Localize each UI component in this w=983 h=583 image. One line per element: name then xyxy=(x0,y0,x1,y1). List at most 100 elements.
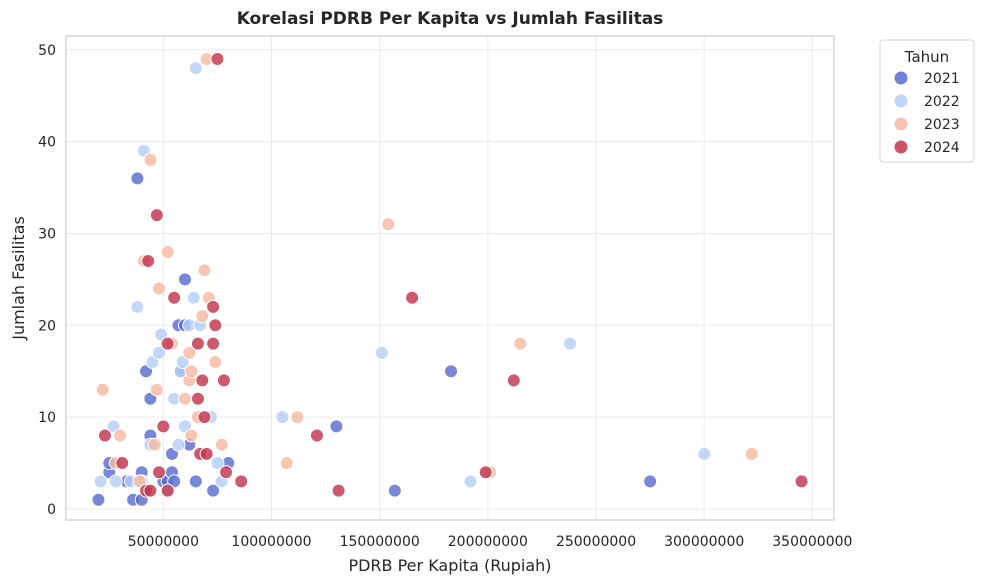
plot-frame xyxy=(65,35,835,521)
data-point xyxy=(309,428,324,443)
data-point xyxy=(167,290,182,305)
data-points xyxy=(91,51,809,507)
data-point xyxy=(197,410,212,425)
data-point xyxy=(171,437,186,452)
data-point xyxy=(279,456,294,471)
data-point xyxy=(214,437,229,452)
data-point xyxy=(331,483,346,498)
data-point xyxy=(206,483,221,498)
data-point xyxy=(744,446,759,461)
legend-label: 2023 xyxy=(924,117,960,133)
data-point xyxy=(195,373,210,388)
data-point xyxy=(113,428,128,443)
data-point xyxy=(149,208,164,223)
series-2024 xyxy=(97,51,809,498)
data-point xyxy=(184,428,199,443)
data-point xyxy=(216,373,231,388)
y-tick-label: 20 xyxy=(38,318,56,334)
data-point xyxy=(160,244,175,259)
data-point xyxy=(147,437,162,452)
x-tick-label: 50000000 xyxy=(128,534,199,550)
data-point xyxy=(506,373,521,388)
x-axis-title: PDRB Per Kapita (Rupiah) xyxy=(348,556,551,575)
series-2023 xyxy=(95,51,759,489)
data-point xyxy=(156,419,171,434)
data-point xyxy=(208,355,223,370)
data-point xyxy=(210,51,225,66)
data-point xyxy=(190,336,205,351)
data-point xyxy=(387,483,402,498)
legend-marker xyxy=(893,139,909,155)
y-tick-label: 0 xyxy=(47,502,56,518)
data-point xyxy=(563,336,578,351)
data-point xyxy=(184,364,199,379)
data-point xyxy=(143,152,158,167)
legend-marker xyxy=(893,93,909,109)
data-point xyxy=(115,456,130,471)
data-point xyxy=(463,474,478,489)
data-point xyxy=(91,492,106,507)
data-point xyxy=(197,263,212,278)
data-point xyxy=(290,410,305,425)
data-point xyxy=(152,465,167,480)
data-point xyxy=(186,290,201,305)
x-tick-label: 100000000 xyxy=(231,534,311,550)
data-point xyxy=(149,382,164,397)
data-point xyxy=(219,465,234,480)
data-point xyxy=(643,474,658,489)
data-point xyxy=(206,299,221,314)
legend-box xyxy=(879,39,975,163)
data-point xyxy=(152,281,167,296)
data-point xyxy=(188,61,203,76)
legend-item: 2024 xyxy=(893,139,960,156)
legend-label: 2022 xyxy=(924,94,960,110)
data-point xyxy=(478,465,493,480)
data-point xyxy=(381,217,396,232)
data-point xyxy=(513,336,528,351)
data-point xyxy=(210,456,225,471)
legend: Tahun 2021 2022 2023 2024 xyxy=(879,39,975,163)
data-point xyxy=(794,474,809,489)
y-tick-label: 10 xyxy=(38,410,56,426)
data-point xyxy=(108,474,123,489)
data-point xyxy=(93,474,108,489)
data-point xyxy=(374,345,389,360)
data-point xyxy=(143,483,158,498)
legend-items: 2021 2022 2023 2024 xyxy=(893,70,960,156)
data-point xyxy=(160,483,175,498)
data-point xyxy=(177,272,192,287)
x-tick-label: 300000000 xyxy=(664,534,744,550)
legend-item: 2021 xyxy=(893,70,960,87)
chart-title: Korelasi PDRB Per Kapita vs Jumlah Fasil… xyxy=(237,9,664,29)
data-point xyxy=(152,345,167,360)
data-point xyxy=(160,336,175,351)
data-point xyxy=(177,391,192,406)
legend-label: 2024 xyxy=(924,140,960,156)
legend-label: 2021 xyxy=(924,71,960,87)
x-tick-label: 250000000 xyxy=(556,534,636,550)
legend-marker xyxy=(893,70,909,86)
data-point xyxy=(195,309,210,324)
y-tick-label: 30 xyxy=(38,226,56,242)
data-point xyxy=(697,446,712,461)
y-tick-label: 50 xyxy=(38,43,56,59)
x-axis-ticks: 50000000 100000000 150000000 200000000 25000… xyxy=(128,534,853,550)
legend-title: Tahun xyxy=(904,48,949,66)
data-point xyxy=(234,474,249,489)
data-point xyxy=(190,391,205,406)
data-point xyxy=(208,318,223,333)
data-point xyxy=(206,336,221,351)
y-tick-label: 40 xyxy=(38,135,56,151)
data-point xyxy=(141,254,156,269)
y-axis-title: Jumlah Fasilitas xyxy=(9,216,28,341)
x-tick-label: 150000000 xyxy=(340,534,420,550)
data-point xyxy=(130,171,145,186)
data-point xyxy=(182,345,197,360)
data-point xyxy=(275,410,290,425)
data-point xyxy=(405,290,420,305)
legend-item: 2022 xyxy=(893,93,960,110)
data-point xyxy=(130,299,145,314)
legend-item: 2023 xyxy=(893,116,960,133)
data-point xyxy=(329,419,344,434)
